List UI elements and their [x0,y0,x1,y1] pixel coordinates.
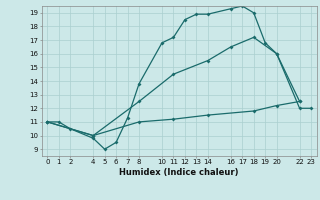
X-axis label: Humidex (Indice chaleur): Humidex (Indice chaleur) [119,168,239,177]
